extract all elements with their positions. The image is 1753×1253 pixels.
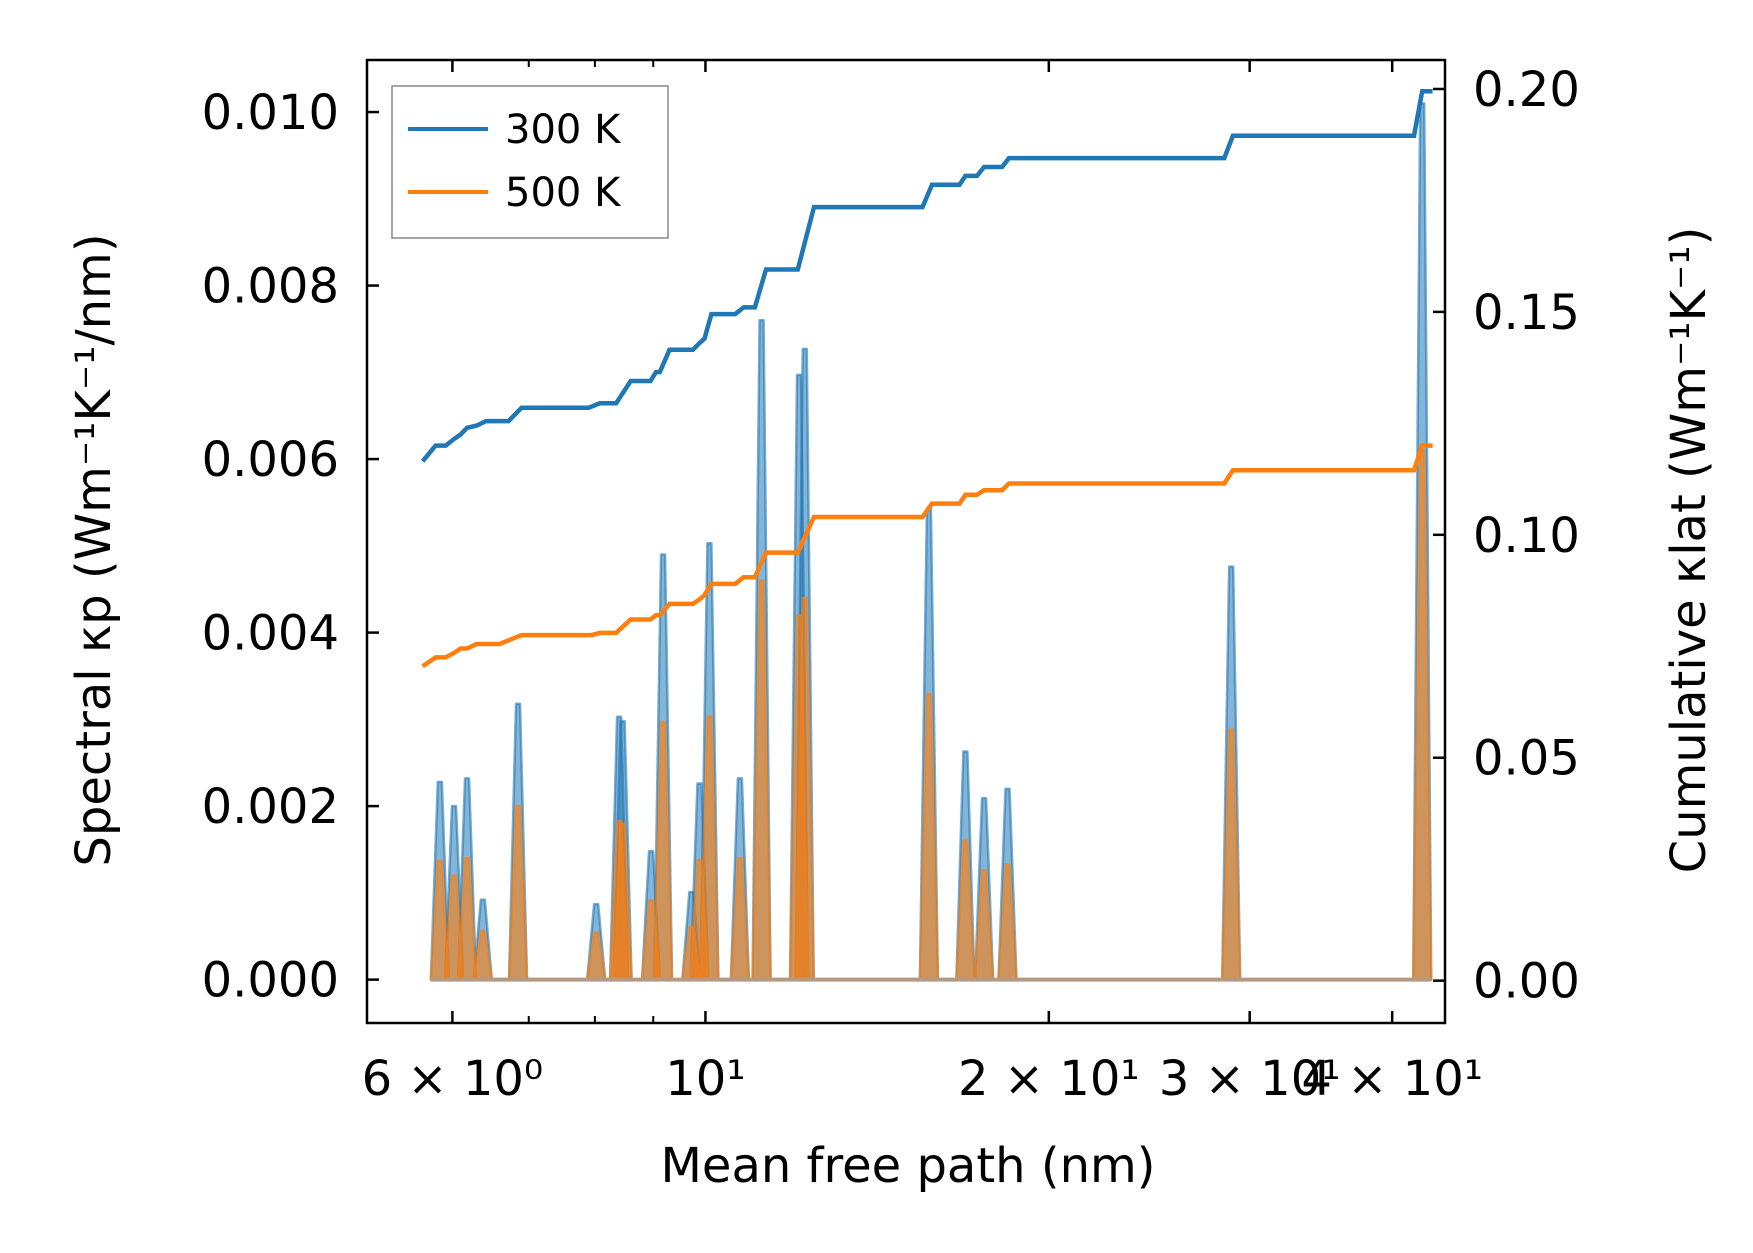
legend-frame: [391, 85, 669, 239]
y-tick-label-right: 0.15: [1473, 285, 1580, 341]
legend-label-500k: 500 K: [505, 170, 622, 216]
y-tick-label-right: 0.10: [1473, 508, 1580, 564]
cumulative-line-500k: [421, 443, 1433, 669]
y-tick-label-left: 0.006: [202, 432, 339, 488]
legend-label-300k: 300 K: [505, 107, 622, 153]
cumulative-line-300k: [420, 88, 1433, 463]
spectral-areas: [429, 102, 1433, 982]
x-tick-label: 10¹: [665, 1051, 745, 1107]
x-tick-label: 6 × 10⁰: [362, 1051, 544, 1107]
cumulative-lines: [420, 88, 1433, 669]
y-tick-label-left: 0.010: [202, 85, 339, 141]
y-tick-label-right: 0.20: [1473, 62, 1580, 118]
y-tick-label-left: 0.000: [202, 953, 339, 1009]
x-axis-label: Mean free path (nm): [661, 1138, 1156, 1194]
x-tick-label: 3 × 10¹: [1159, 1051, 1341, 1107]
y-axis-label-right: Cumulative κlat (Wm⁻¹K⁻¹): [1661, 227, 1717, 874]
axis-ticks: 0.000 0.002 0.004 0.006 0.008 0.010 0.00 0.05 0.…: [202, 60, 1580, 1107]
y-tick-label-left: 0.004: [202, 606, 339, 662]
x-tick-label: 2 × 10¹: [958, 1051, 1140, 1107]
y-tick-label-left: 0.008: [202, 259, 339, 315]
legend: 300 K 500 K: [391, 85, 669, 239]
y-tick-label-right: 0.05: [1473, 731, 1580, 787]
y-axis-label-left: Spectral κp (Wm⁻¹K⁻¹/nm): [66, 233, 122, 866]
spectral-series-500k: [429, 449, 1433, 981]
y-tick-label-right: 0.00: [1473, 954, 1580, 1010]
y-tick-label-left: 0.002: [202, 779, 339, 835]
plot-frame: [365, 58, 1447, 1025]
x-tick-label: 4 × 10¹: [1301, 1051, 1483, 1107]
